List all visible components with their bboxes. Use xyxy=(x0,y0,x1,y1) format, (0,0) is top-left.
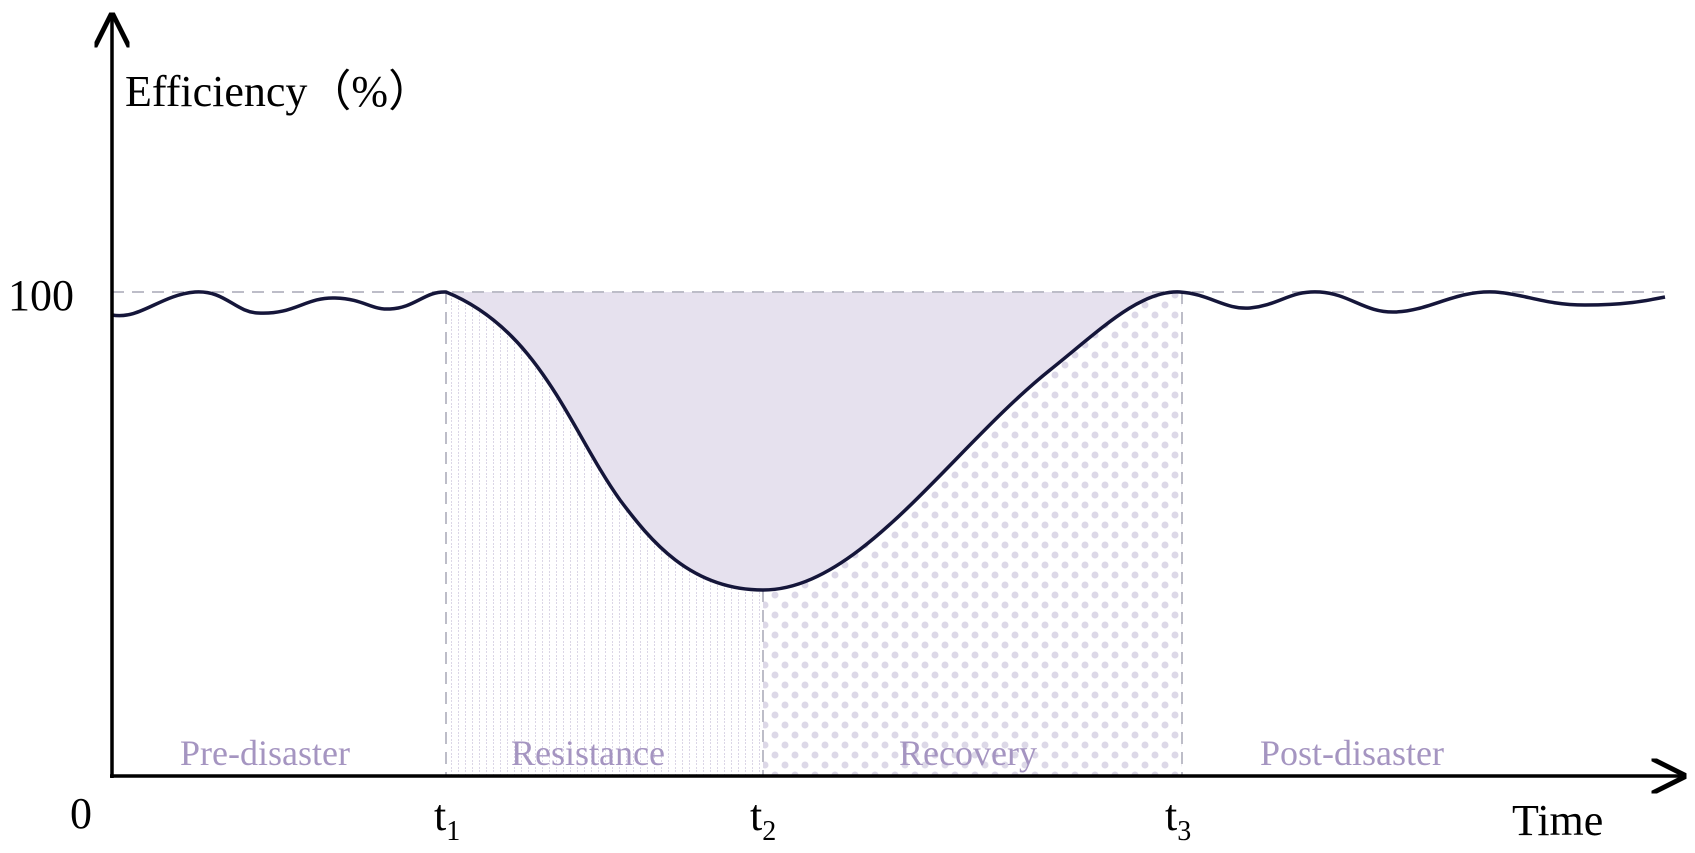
efficiency-curve xyxy=(111,290,1666,592)
t1-tick-subscript: 1 xyxy=(446,816,460,847)
t2-tick-base: t xyxy=(750,791,762,840)
phase-label-recovery: Recovery xyxy=(899,733,1037,773)
recovery-pattern-region xyxy=(763,291,1182,775)
t2-tick-label: t2 xyxy=(750,791,776,847)
performance-loss-area xyxy=(446,291,1180,590)
x-axis-label: Time xyxy=(1512,796,1603,845)
t1-tick-base: t xyxy=(434,791,446,840)
resistance-pattern-region xyxy=(446,292,763,775)
y-axis-label: Efficiency（%） xyxy=(125,67,432,116)
phase-label-pre-disaster: Pre-disaster xyxy=(180,733,350,773)
t2-tick-subscript: 2 xyxy=(762,816,776,847)
phase-label-resistance: Resistance xyxy=(511,733,665,773)
t3-tick-base: t xyxy=(1165,791,1177,840)
t1-tick-label: t1 xyxy=(434,791,460,847)
phase-label-post-disaster: Post-disaster xyxy=(1260,733,1444,773)
origin-label: 0 xyxy=(70,789,92,838)
y-tick-100-label: 100 xyxy=(8,271,74,320)
t3-tick-subscript: 3 xyxy=(1177,816,1191,847)
t3-tick-label: t3 xyxy=(1165,791,1191,847)
